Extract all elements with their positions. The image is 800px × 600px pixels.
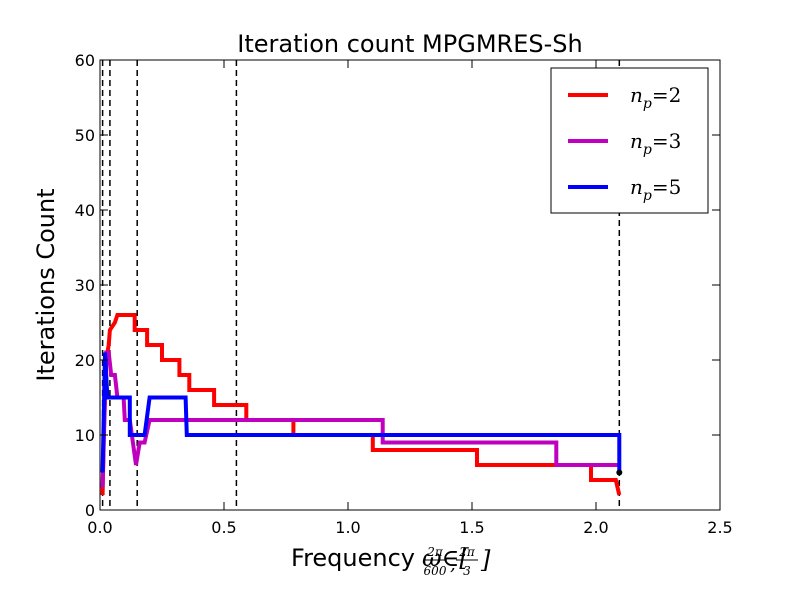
x-tick-label: 0.5 <box>211 518 236 537</box>
y-axis-label: Iterations Count <box>32 188 60 381</box>
y-tick-label: 0 <box>85 501 95 520</box>
legend-label-3: np=5 <box>630 175 681 204</box>
y-tick-label: 50 <box>75 126 95 145</box>
x-axis-label-frac2-num: 2π <box>458 545 476 559</box>
y-tick-label: 20 <box>75 351 95 370</box>
x-axis-label-frac1-den: 600 <box>424 564 447 578</box>
x-tick-label: 1.0 <box>335 518 360 537</box>
x-tick-label: 1.5 <box>459 518 484 537</box>
y-tick-label: 30 <box>75 276 95 295</box>
x-axis-label-comma: , <box>450 554 456 575</box>
x-tick-label: 2.5 <box>707 518 732 537</box>
legend-label-1: np=2 <box>630 83 681 112</box>
x-axis-label-close: ] <box>480 546 491 574</box>
x-axis-label-prefix: Frequency <box>291 544 415 572</box>
plot-area: 0.0 0.5 1.0 1.5 2.0 2.5 0 10 20 30 40 50 60 <box>75 51 733 537</box>
series-end-marker <box>616 469 623 476</box>
series-line-3 <box>100 352 622 473</box>
x-axis-label-omega: ω∈[ <box>422 544 469 572</box>
legend: np=2 np=3 np=5 <box>550 67 709 214</box>
x-tick-label: 2.0 <box>583 518 608 537</box>
x-axis-label: Frequency ω∈[ 2π 600 , 2π 3 ] <box>291 544 491 578</box>
x-axis-label-frac2-den: 3 <box>463 564 471 578</box>
series-line-1 <box>100 313 622 496</box>
x-tick-label: 0.0 <box>87 518 112 537</box>
legend-label-2: np=3 <box>630 129 681 158</box>
y-tick-label: 40 <box>75 201 95 220</box>
y-tick-label: 60 <box>75 51 95 70</box>
x-axis-label-frac1-num: 2π <box>426 545 444 559</box>
y-tick-label: 10 <box>75 426 95 445</box>
chart-title: Iteration count MPGMRES-Sh <box>237 30 582 58</box>
